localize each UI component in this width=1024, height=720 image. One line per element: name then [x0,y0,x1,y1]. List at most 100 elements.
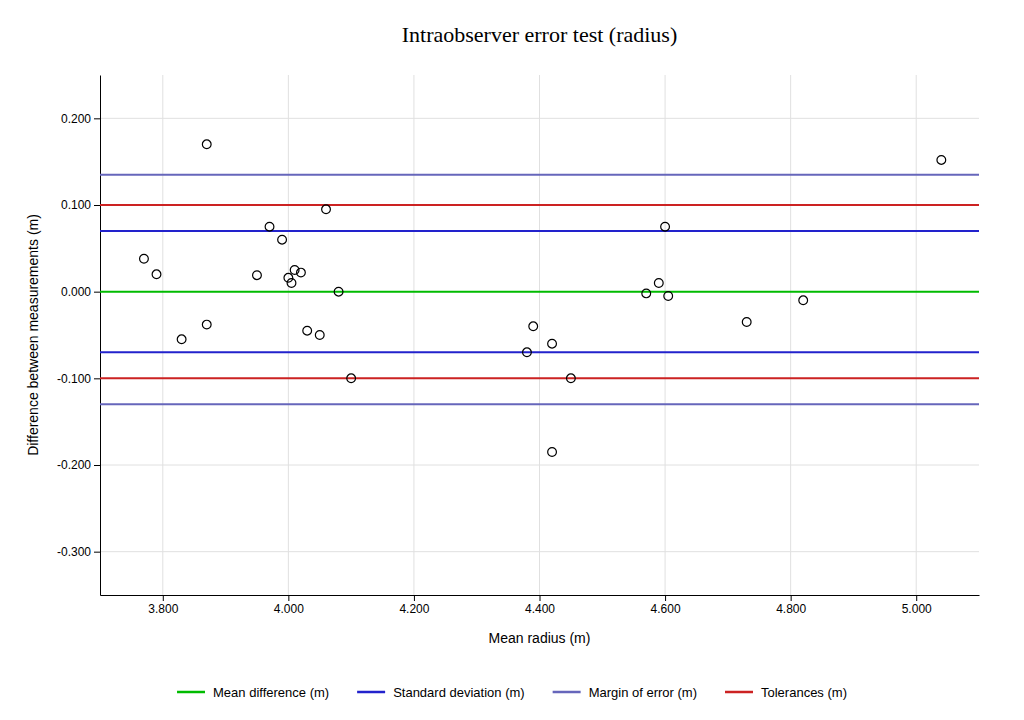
x-tick-mark [791,595,792,601]
scatter-point [548,339,557,348]
y-tick-mark [94,552,100,553]
title: Intraobserver error test (radius) [402,22,677,47]
x-tick-mark [540,595,541,601]
y-grid-line [100,551,979,552]
x-tick-label: 4.000 [274,602,304,616]
legend: Mean difference (m) Standard deviation (m… [177,685,847,700]
scatter-point [661,222,670,231]
y-tick-label: 0.000 [61,285,91,299]
x-tick-label: 4.600 [651,602,681,616]
scatter-point [315,331,324,340]
y-tick-label: -0.200 [57,458,91,472]
reference-line [100,174,979,176]
y-tick-label: -0.100 [57,372,91,386]
y-grid-line [100,465,979,466]
scatter-point [642,289,651,298]
scatter-point [202,320,211,329]
scatter-point [742,318,751,327]
scatter-point [278,235,287,244]
y-tick-mark [94,205,100,206]
x-tick-label: 4.200 [399,602,429,616]
scatter-point [287,279,296,288]
y-tick: 0.200 [61,112,100,126]
y-tick: -0.300 [57,545,100,559]
x-tick-mark [916,595,917,601]
x-grid-line [539,75,540,595]
reference-line [100,291,979,293]
legend-item: Mean difference (m) [177,685,329,700]
y-tick-mark [94,465,100,466]
x-axis: 3.800 4.000 4.200 4.400 4.600 4.800 5.000 [101,595,980,616]
scatter-point [523,348,532,357]
y-tick: 0.100 [61,198,100,212]
y-grid-line [100,205,979,206]
scatter-point [529,322,538,331]
legend-swatch [725,691,753,694]
scatter-point [664,292,673,301]
x-tick-label: 3.800 [148,602,178,616]
y-tick-mark [94,292,100,293]
y-tick-label: 0.100 [61,198,91,212]
legend-item: Margin of error (m) [553,685,697,700]
scatter-point [177,335,186,344]
x-tick-label: 4.800 [776,602,806,616]
scatter-point [297,268,306,277]
x-grid-line [162,75,163,595]
reference-line [100,403,979,405]
legend-item: Standard deviation (m) [357,685,525,700]
y-grid-line [100,291,979,292]
y-grid-line [100,378,979,379]
x-grid-line [916,75,917,595]
x-tick: 4.200 [399,595,429,616]
y-tick: 0.000 [61,285,100,299]
x-tick: 4.000 [274,595,304,616]
scatter-point [202,140,211,149]
x-tick-mark [665,595,666,601]
x-grid-line [665,75,666,595]
y-tick-label: 0.200 [61,112,91,126]
scatter-point [152,270,161,279]
x-tick: 3.800 [148,595,178,616]
scatter-point [937,156,946,165]
legend-label: Standard deviation (m) [393,685,525,700]
scatter-point [347,374,356,383]
x-axis-title: Mean radius (m) [489,630,591,646]
scatter-point [654,279,663,288]
y-tick-mark [94,378,100,379]
y-grid-line [100,118,979,119]
scatter-point [303,326,312,335]
x-tick-label: 4.400 [525,602,555,616]
plot-area [100,140,979,456]
legend-item: Tolerances (m) [725,685,847,700]
x-tick-label: 5.000 [902,602,932,616]
y-axis: -0.300 -0.200 -0.100 0.000 0.100 0.200 [57,76,101,596]
reference-line [100,351,979,353]
scatter-point [253,271,262,280]
y-tick-mark [94,118,100,119]
x-tick: 4.400 [525,595,555,616]
legend-swatch [177,691,205,694]
scatter-point [548,448,557,457]
y-axis-line [100,76,101,596]
scatter-point [334,287,343,296]
x-tick-mark [288,595,289,601]
x-grid-line [790,75,791,595]
scatter-point [265,222,274,231]
x-tick-mark [414,595,415,601]
legend-swatch [553,691,581,694]
legend-label: Tolerances (m) [761,685,847,700]
x-tick: 4.800 [776,595,806,616]
x-tick: 4.600 [651,595,681,616]
x-tick: 5.000 [902,595,932,616]
scatter-point [140,254,149,263]
reference-line [100,204,979,206]
legend-label: Margin of error (m) [589,685,697,700]
reference-line [100,230,979,232]
scatter-point [322,205,331,214]
y-tick: -0.200 [57,458,100,472]
x-grid-line [288,75,289,595]
y-axis-title: Difference between measurements (m) [25,214,41,456]
chart: 3.800 4.000 4.200 4.400 4.600 4.800 5.000 -0.30… [0,0,1024,720]
grid [100,75,979,595]
reference-line [100,377,979,379]
